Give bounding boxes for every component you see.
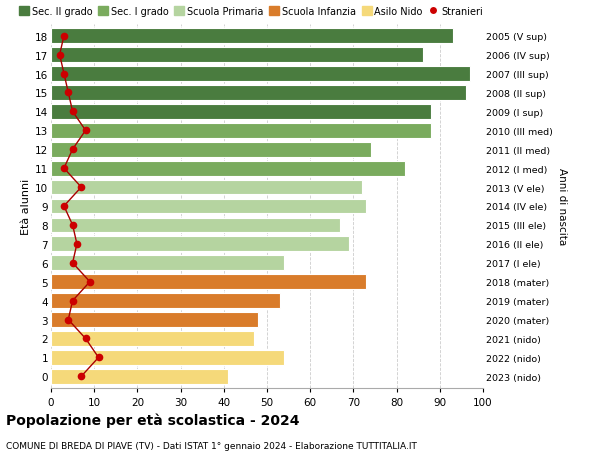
Bar (51, 123, 431, 138)
Text: COMUNE DI BREDA DI PIAVE (TV) - Dati ISTAT 1° gennaio 2024 - Elaborazione TUTTIT: COMUNE DI BREDA DI PIAVE (TV) - Dati IST… (6, 441, 417, 450)
Bar (51, 86, 466, 101)
Bar (51, 218, 340, 233)
Bar (51, 162, 405, 176)
Bar (51, 29, 453, 44)
Bar (51, 48, 422, 63)
Bar (51, 237, 349, 252)
Bar (51, 313, 259, 327)
Bar (51, 180, 362, 195)
Y-axis label: Anni di nascita: Anni di nascita (557, 168, 566, 245)
Bar (51, 369, 228, 384)
Bar (51, 143, 371, 157)
Legend: Sec. II grado, Sec. I grado, Scuola Primaria, Scuola Infanzia, Asilo Nido, Stran: Sec. II grado, Sec. I grado, Scuola Prim… (19, 7, 483, 17)
Bar (51, 294, 280, 308)
Bar (51, 67, 470, 82)
Bar (51, 275, 367, 290)
Y-axis label: Età alunni: Età alunni (21, 179, 31, 235)
Bar (51, 105, 431, 119)
Bar (51, 350, 284, 365)
Bar (51, 331, 254, 346)
Bar (51, 199, 367, 214)
Bar (51, 256, 284, 270)
Text: Popolazione per età scolastica - 2024: Popolazione per età scolastica - 2024 (6, 413, 299, 428)
